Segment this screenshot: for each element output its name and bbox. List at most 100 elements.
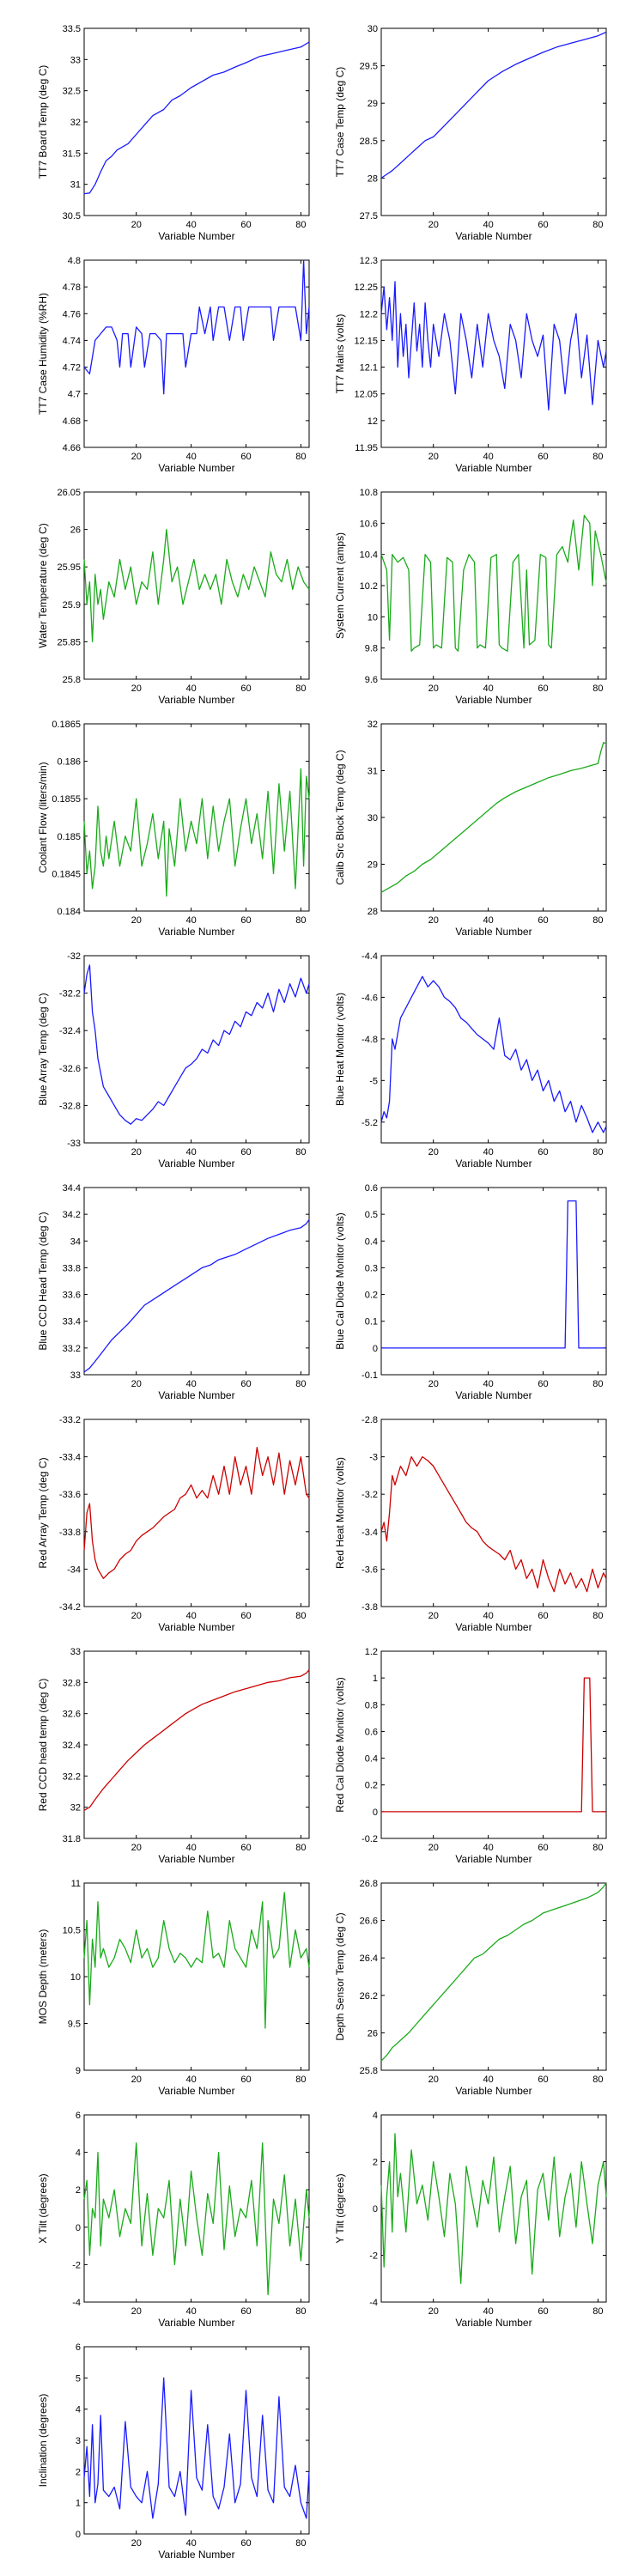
x-tick-label: 80 [592, 915, 603, 926]
y-axis-label: Red Cal Diode Monitor (volts) [334, 1677, 346, 1812]
chart-panel: 25.8 26 26.2 26.4 26.6 26.8 20 40 60 80 Variable N… [334, 1879, 607, 2097]
x-tick-label: 80 [592, 1843, 603, 1853]
x-tick-label: 40 [483, 915, 493, 926]
chart-panel: 9.6 9.8 10 10.2 10.4 10.6 10.8 20 40 60 80 Variable… [334, 488, 607, 706]
y-tick-label: 31.8 [63, 1834, 81, 1844]
series-line [83, 259, 310, 395]
y-tick-label: -4.6 [361, 993, 378, 1003]
x-tick-label: 80 [592, 1611, 603, 1621]
y-tick-label: 9 [76, 2066, 81, 2076]
x-tick-label: 20 [131, 683, 142, 694]
x-tick-label: 60 [240, 2075, 251, 2085]
x-axis-label: Variable Number [455, 230, 532, 242]
y-tick-label: -32.4 [59, 1026, 81, 1036]
x-tick-label: 80 [592, 1379, 603, 1389]
y-axis-label: Blue Heat Monitor (volts) [334, 993, 346, 1106]
y-tick-label: -33.4 [59, 1453, 81, 1463]
y-tick-label: 4.74 [63, 336, 81, 346]
plot-frame [380, 1419, 607, 1607]
x-tick-label: 80 [295, 1147, 306, 1157]
y-tick-label: 1 [76, 2499, 81, 2509]
chart-panel: 0 1 2 3 4 5 6 20 40 60 80 Variable Number Inclinatio… [37, 2342, 310, 2561]
x-tick-label: 80 [592, 2075, 603, 2085]
y-tick-label: 34 [70, 1236, 81, 1247]
y-tick-label: 0.4 [365, 1754, 378, 1765]
x-tick-label: 60 [538, 2306, 548, 2317]
y-tick-label: 26.4 [360, 1953, 378, 1964]
x-tick-label: 60 [538, 452, 548, 462]
y-tick-label: 33.2 [63, 1344, 81, 1354]
x-tick-label: 40 [483, 1379, 493, 1389]
x-tick-label: 80 [295, 915, 306, 926]
y-tick-label: 10 [368, 612, 378, 623]
y-tick-label: 4.68 [63, 416, 81, 427]
y-tick-label: 0.6 [365, 1727, 378, 1737]
y-axis-label: Calib Src Block Temp (deg C) [334, 750, 346, 884]
y-tick-label: 29 [368, 99, 378, 109]
x-tick-label: 20 [131, 2075, 142, 2085]
y-tick-label: 0 [373, 2204, 378, 2215]
x-tick-label: 20 [131, 1611, 142, 1621]
x-axis-label: Variable Number [455, 1157, 532, 1170]
y-tick-label: 6 [76, 2342, 81, 2353]
x-tick-label: 40 [483, 452, 493, 462]
y-tick-label: 0.2 [365, 1291, 378, 1301]
plot-frame [83, 259, 310, 448]
x-tick-label: 20 [428, 915, 439, 926]
y-tick-label: -2 [72, 2260, 81, 2270]
x-tick-label: 40 [185, 1611, 196, 1621]
y-tick-label: 32 [368, 720, 378, 730]
y-axis-label: Water Temperature (deg C) [37, 523, 49, 647]
y-tick-label: 4 [76, 2405, 81, 2415]
x-axis-label: Variable Number [158, 1157, 234, 1170]
x-axis-label: Variable Number [455, 694, 532, 706]
y-tick-label: 0.184 [57, 907, 81, 917]
y-tick-label: 0.6 [365, 1183, 378, 1194]
y-tick-label: 2 [76, 2185, 81, 2196]
y-tick-label: 0.186 [57, 757, 81, 768]
x-tick-label: 20 [428, 683, 439, 694]
x-axis-label: Variable Number [158, 2317, 234, 2329]
y-tick-label: 11.95 [355, 443, 378, 453]
y-tick-label: 4.72 [63, 363, 81, 374]
plot-frame [83, 491, 310, 680]
y-axis-label: Depth Sensor Temp (deg C) [334, 1912, 346, 2040]
series-line [83, 1892, 310, 2029]
y-tick-label: 28.5 [360, 137, 378, 147]
y-tick-label: 10.5 [63, 1926, 81, 1936]
y-tick-label: -33 [67, 1139, 81, 1149]
x-tick-label: 40 [185, 1843, 196, 1853]
chart-panel: 25.8 25.85 25.9 25.95 26 26.05 20 40 60 80 Variabl… [37, 488, 310, 706]
x-tick-label: 20 [428, 1611, 439, 1621]
y-tick-label: 26 [70, 526, 81, 536]
y-tick-label: -0.1 [361, 1370, 378, 1381]
y-tick-label: 0.1 [365, 1317, 378, 1327]
x-tick-label: 60 [240, 683, 251, 694]
y-tick-label: 3 [76, 2436, 81, 2446]
x-axis-label: Variable Number [455, 1853, 532, 1865]
chart-panel: -3.8 -3.6 -3.4 -3.2 -3 -2.8 20 40 60 80 Variable N… [334, 1415, 607, 1633]
series-line [380, 742, 607, 893]
series-line [381, 1677, 606, 1813]
y-tick-label: 0.8 [365, 1700, 378, 1710]
x-tick-label: 80 [295, 220, 306, 230]
y-tick-label: -4 [369, 2298, 378, 2308]
x-tick-label: 80 [592, 683, 603, 694]
chart-panel: 9 9.5 10 10.5 11 20 40 60 80 Variable Number MOS D… [37, 1879, 310, 2097]
x-tick-label: 20 [428, 452, 439, 462]
y-tick-label: -4.8 [361, 1035, 378, 1045]
y-tick-label: 4 [373, 2111, 378, 2121]
y-tick-label: 32 [70, 1803, 81, 1814]
plot-frame [380, 1650, 607, 1839]
x-tick-label: 20 [428, 1147, 439, 1157]
y-tick-label: -33.6 [59, 1490, 81, 1500]
x-tick-label: 60 [538, 1843, 548, 1853]
y-tick-label: 32.5 [63, 87, 81, 97]
x-tick-label: 20 [428, 2075, 439, 2085]
x-axis-label: Variable Number [455, 1389, 532, 1401]
y-tick-label: 25.8 [63, 675, 81, 685]
y-tick-label: -32 [67, 951, 81, 962]
y-tick-label: 30 [368, 24, 378, 34]
x-tick-label: 40 [185, 1147, 196, 1157]
